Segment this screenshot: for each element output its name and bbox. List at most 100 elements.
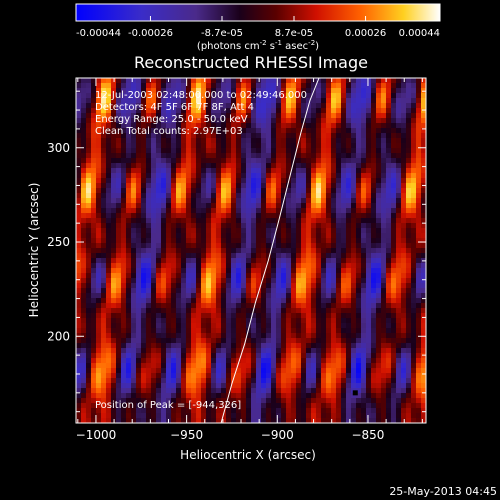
heatmap-cell: [76, 388, 82, 394]
heatmap-cell: [346, 168, 352, 174]
heatmap-cell: [266, 193, 272, 199]
heatmap-cell: [171, 213, 177, 219]
heatmap-cell: [416, 338, 422, 344]
heatmap-cell: [381, 218, 387, 224]
heatmap-cell: [211, 313, 217, 319]
heatmap-cell: [106, 188, 112, 194]
heatmap-cell: [401, 153, 407, 159]
heatmap-cell: [286, 173, 292, 179]
heatmap-cell: [326, 148, 332, 154]
heatmap-cell: [131, 108, 137, 114]
heatmap-cell: [136, 258, 142, 264]
heatmap-cell: [401, 268, 407, 274]
heatmap-cell: [281, 403, 287, 409]
heatmap-cell: [296, 323, 302, 329]
heatmap-cell: [196, 108, 202, 114]
heatmap-cell: [96, 373, 102, 379]
heatmap-cell: [296, 338, 302, 344]
heatmap-cell: [151, 183, 157, 189]
heatmap-cell: [156, 273, 162, 279]
heatmap-cell: [306, 243, 312, 249]
heatmap-cell: [106, 413, 112, 419]
heatmap-cell: [376, 168, 382, 174]
heatmap-cell: [281, 303, 287, 309]
heatmap-cell: [136, 123, 142, 129]
heatmap-cell: [181, 168, 187, 174]
heatmap-cell: [396, 88, 402, 94]
heatmap-cell: [341, 338, 347, 344]
heatmap-cell: [176, 193, 182, 199]
heatmap-cell: [111, 83, 117, 89]
heatmap-cell: [256, 403, 262, 409]
heatmap-cell: [346, 163, 352, 169]
heatmap-cell: [346, 248, 352, 254]
heatmap-cell: [246, 108, 252, 114]
heatmap-cell: [356, 303, 362, 309]
heatmap-cell: [306, 298, 312, 304]
heatmap-cell: [321, 338, 327, 344]
heatmap-cell: [151, 248, 157, 254]
heatmap-cell: [226, 288, 232, 294]
heatmap-cell: [171, 298, 177, 304]
heatmap-cell: [356, 328, 362, 334]
heatmap-cell: [301, 98, 307, 104]
heatmap-cell: [191, 268, 197, 274]
heatmap-cell: [206, 173, 212, 179]
heatmap-cell: [371, 413, 377, 419]
heatmap-cell: [241, 268, 247, 274]
heatmap-cell: [266, 153, 272, 159]
heatmap-cell: [241, 178, 247, 184]
heatmap-cell: [296, 263, 302, 269]
heatmap-cell: [336, 183, 342, 189]
heatmap-cell: [326, 163, 332, 169]
heatmap-cell: [136, 93, 142, 99]
heatmap-cell: [171, 338, 177, 344]
heatmap-cell: [101, 143, 107, 149]
heatmap-cell: [106, 213, 112, 219]
heatmap-cell: [361, 323, 367, 329]
heatmap-cell: [346, 403, 352, 409]
heatmap-cell: [76, 203, 82, 209]
heatmap-cell: [326, 123, 332, 129]
heatmap-cell: [301, 243, 307, 249]
heatmap-cell: [351, 408, 357, 414]
heatmap-cell: [166, 193, 172, 199]
heatmap-cell: [151, 318, 157, 324]
heatmap-cell: [366, 213, 372, 219]
heatmap-cell: [146, 298, 152, 304]
heatmap-cell: [196, 98, 202, 104]
heatmap-cell: [411, 413, 417, 419]
heatmap-cell: [201, 283, 207, 289]
heatmap-cell: [91, 243, 97, 249]
heatmap-cell: [421, 333, 426, 339]
heatmap-cell: [121, 163, 127, 169]
heatmap-cell: [106, 153, 112, 159]
heatmap-cell: [406, 363, 412, 369]
heatmap-cell: [341, 173, 347, 179]
heatmap-cell: [376, 253, 382, 259]
heatmap-cell: [156, 223, 162, 229]
heatmap-cell: [181, 303, 187, 309]
heatmap-cell: [111, 203, 117, 209]
heatmap-cell: [126, 248, 132, 254]
heatmap-cell: [91, 373, 97, 379]
heatmap-cell: [246, 148, 252, 154]
heatmap-cell: [146, 318, 152, 324]
y-tick-label: 200: [47, 329, 70, 343]
heatmap-cell: [126, 168, 132, 174]
heatmap-cell: [331, 313, 337, 319]
heatmap-cell: [241, 308, 247, 314]
heatmap-cell: [281, 388, 287, 394]
heatmap-cell: [206, 378, 212, 384]
heatmap-cell: [91, 173, 97, 179]
heatmap-cell: [146, 258, 152, 264]
heatmap-cell: [176, 98, 182, 104]
heatmap-cell: [81, 158, 87, 164]
heatmap-cell: [221, 368, 227, 374]
heatmap-cell: [196, 143, 202, 149]
heatmap-cell: [256, 413, 262, 419]
heatmap-cell: [361, 268, 367, 274]
heatmap-cell: [241, 83, 247, 89]
heatmap-cell: [171, 358, 177, 364]
heatmap-cell: [326, 178, 332, 184]
